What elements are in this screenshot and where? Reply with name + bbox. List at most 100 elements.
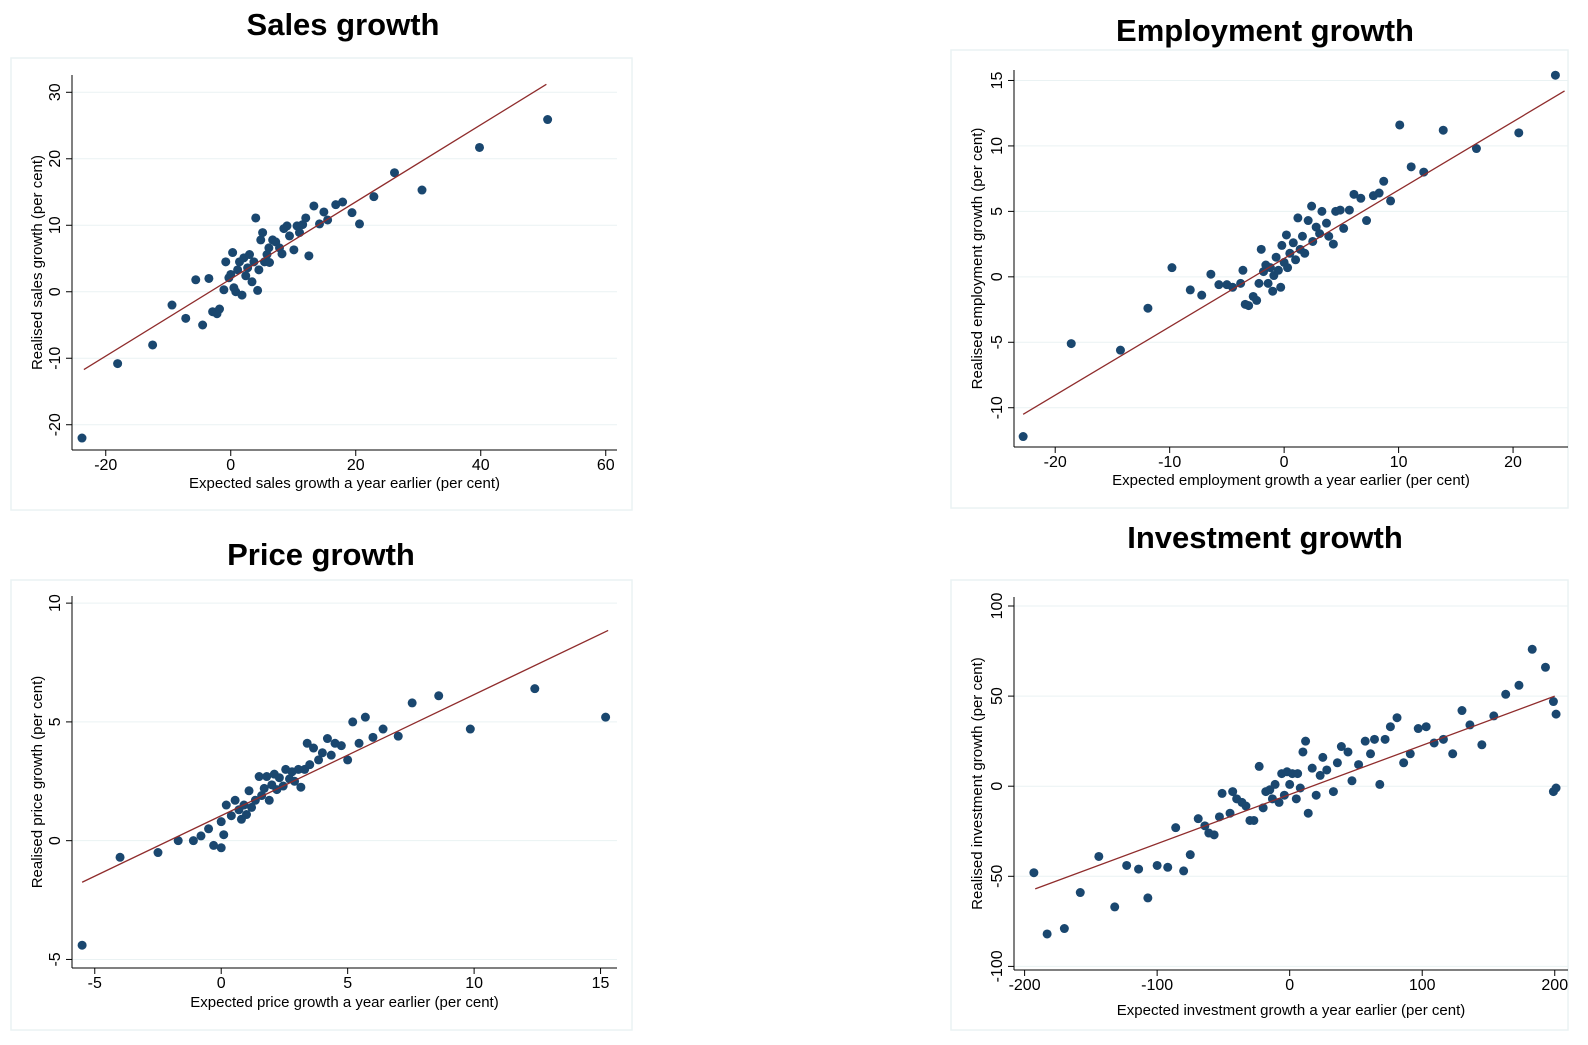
scatter-point [254, 772, 264, 782]
scatter-point [1375, 779, 1385, 789]
fit-line [1022, 90, 1565, 415]
scatter-point [233, 265, 243, 275]
scatter-point [360, 712, 370, 722]
scatter-point [378, 724, 388, 734]
chart-title: Sales growth [247, 7, 440, 42]
scatter-point [1209, 830, 1219, 840]
scatter-point [1179, 866, 1189, 876]
scatter-point [1386, 196, 1396, 206]
panel-frame [10, 579, 633, 1031]
scatter-point [1405, 749, 1415, 759]
scatter-point [219, 830, 229, 840]
scatter-point [309, 201, 319, 211]
scatter-point [1343, 747, 1353, 757]
scatter-point [264, 795, 274, 805]
scatter-point [1548, 697, 1558, 707]
y-tick-label: 0 [989, 782, 1006, 791]
scatter-point [1256, 244, 1266, 254]
scatter-point [1336, 742, 1346, 752]
scatter-point [1066, 339, 1076, 349]
scatter-point [1514, 680, 1524, 690]
scatter-point [237, 290, 247, 300]
scatter-point [1540, 662, 1550, 672]
scatter-point [247, 802, 257, 812]
scatter-point [282, 221, 292, 231]
scatter-point [277, 249, 287, 259]
scatter-point [1288, 238, 1298, 248]
scatter-point [1185, 850, 1195, 860]
scatter-point [215, 304, 224, 314]
x-tick-label: 20 [1504, 454, 1522, 471]
scatter-point [1395, 120, 1405, 130]
scatter-point [1249, 815, 1259, 825]
scatter-point [1228, 282, 1238, 292]
scatter-point [1197, 290, 1207, 300]
scatter-point [1291, 255, 1301, 265]
scatter-point [1374, 188, 1384, 198]
scatter-point [1501, 689, 1511, 699]
scatter-point [543, 115, 553, 125]
scatter-point [317, 748, 327, 758]
scatter-point [1143, 893, 1153, 903]
scatter-point [113, 359, 123, 369]
scatter-point [204, 824, 214, 834]
y-tick-label: 100 [989, 593, 1006, 620]
scatter-point [249, 257, 259, 267]
x-tick-label: -10 [1158, 454, 1181, 471]
scatter-point [322, 734, 332, 744]
scatter-point [1457, 706, 1467, 716]
scatter-point [1244, 301, 1254, 311]
fit-line [1034, 695, 1555, 890]
scatter-point [1094, 851, 1104, 861]
x-tick-label: 0 [1285, 977, 1294, 994]
scatter-point [1301, 736, 1311, 746]
x-tick-label: 5 [343, 975, 352, 992]
scatter-point [1369, 734, 1379, 744]
scatter-point [355, 219, 364, 229]
scatter-point [1291, 794, 1301, 804]
x-axis-label: Expected investment growth a year earlie… [1117, 1002, 1466, 1019]
scatter-point [1293, 769, 1303, 779]
scatter-point [336, 741, 346, 751]
scatter-point [226, 269, 236, 279]
y-tick-label: 0 [47, 287, 64, 296]
scatter-point [1307, 201, 1317, 211]
x-tick-label: 20 [347, 457, 365, 474]
scatter-point [196, 831, 206, 841]
y-tick-label: 5 [47, 717, 64, 726]
scatter-point [1328, 239, 1338, 249]
scatter-point [247, 277, 257, 287]
scatter-point [331, 200, 341, 210]
scatter-point [305, 760, 315, 770]
scatter-point [1380, 734, 1390, 744]
scatter-point [1362, 216, 1372, 226]
scatter-point [228, 248, 238, 258]
scatter-point [1277, 240, 1287, 250]
scatter-point [1276, 282, 1286, 292]
scatter-point [1293, 213, 1303, 223]
y-tick-label: 0 [47, 836, 64, 845]
x-tick-label: 60 [597, 457, 615, 474]
scatter-point [1514, 128, 1524, 138]
scatter-point [390, 168, 399, 178]
scatter-point [1059, 924, 1069, 934]
scatter-point [1366, 749, 1376, 759]
scatter-point [1228, 787, 1238, 797]
scatter-point [319, 207, 329, 217]
scatter-point [417, 185, 427, 195]
scatter-point [230, 795, 240, 805]
scatter-point [1385, 722, 1395, 732]
scatter-point [347, 208, 357, 218]
x-axis-label: Expected employment growth a year earlie… [1112, 472, 1470, 489]
x-tick-label: 10 [465, 975, 483, 992]
y-axis-label: Realised sales growth (per cent) [29, 155, 46, 370]
scatter-point [1421, 722, 1431, 732]
scatter-point [1354, 760, 1364, 770]
scatter-point [407, 698, 417, 708]
scatter-point [475, 142, 484, 152]
scatter-point [219, 285, 229, 295]
chart-title: Price growth [227, 537, 415, 572]
scatter-point [1263, 278, 1273, 288]
x-tick-label: 10 [1390, 454, 1408, 471]
scatter-point [289, 245, 299, 255]
